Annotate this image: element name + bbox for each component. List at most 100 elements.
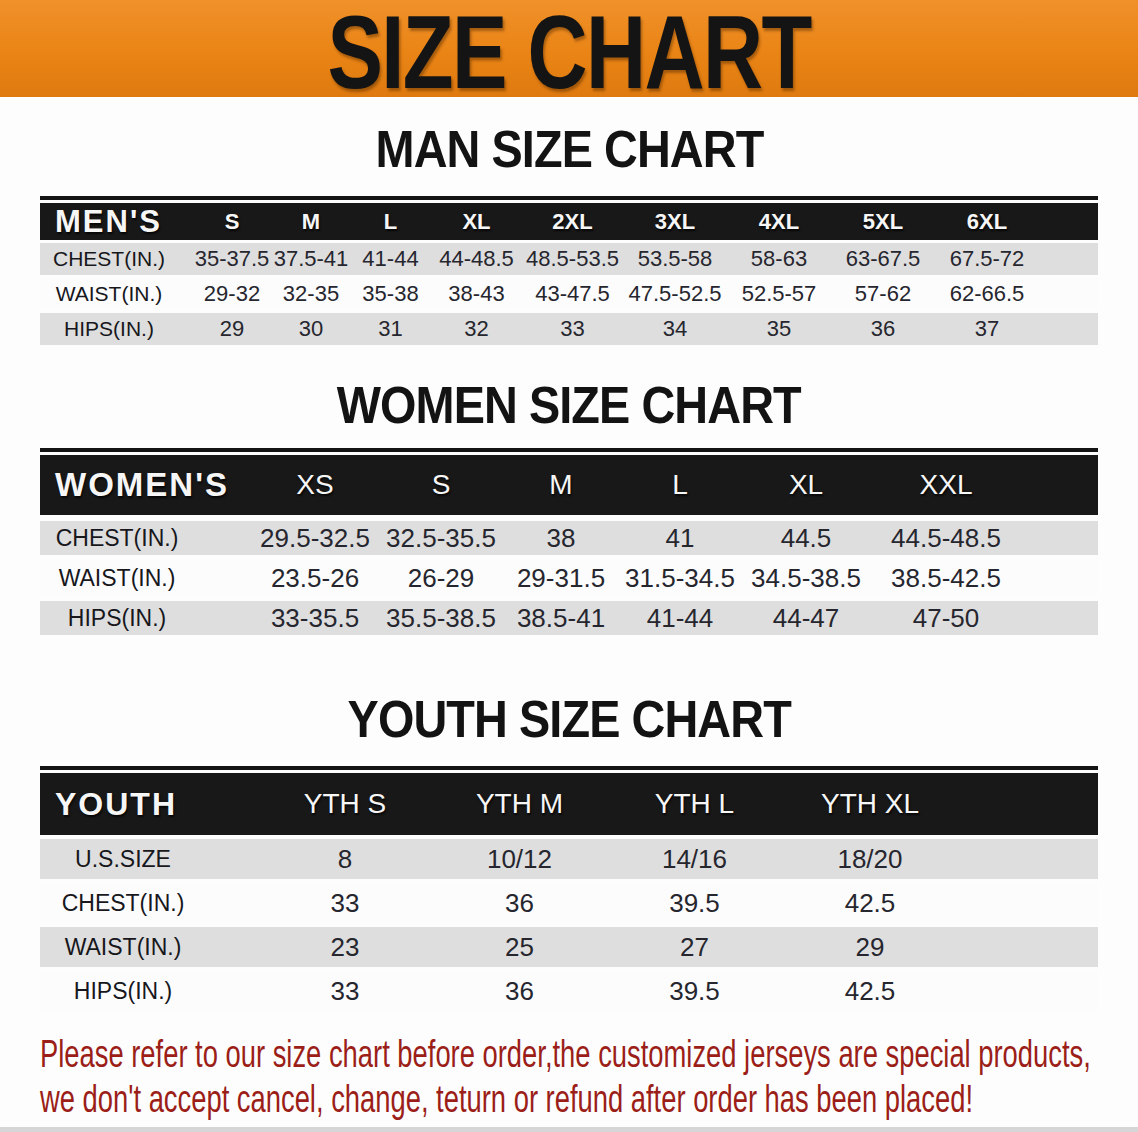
size-value: 44.5-48.5: [872, 523, 1020, 554]
size-column-header: 2XL: [522, 209, 623, 235]
size-column-header: XXL: [872, 469, 1020, 501]
table-header-row: WOMEN'SXSSMLXLXXL: [40, 455, 1098, 515]
table-top-border: [40, 448, 1098, 452]
size-value: 14/16: [607, 844, 782, 875]
size-value: 33: [522, 316, 623, 342]
footnote: Please refer to our size chart before or…: [40, 1032, 1138, 1122]
size-value: 29-31.5: [502, 563, 620, 594]
size-value: 26-29: [380, 563, 502, 594]
size-column-header: XS: [250, 469, 380, 501]
size-value: 29: [192, 316, 272, 342]
footnote-line-2: we don't accept cancel, change, teturn o…: [40, 1077, 831, 1122]
size-value: 35: [727, 316, 831, 342]
size-value: 34.5-38.5: [740, 563, 872, 594]
size-value: 63-67.5: [831, 246, 935, 272]
size-column-header: L: [620, 469, 740, 501]
man-section-title-text: MAN SIZE CHART: [375, 122, 763, 176]
size-value: 37: [935, 316, 1039, 342]
size-value: 38.5-42.5: [872, 563, 1020, 594]
men-size-table: MEN'SSMLXL2XL3XL4XL5XL6XLCHEST(IN.)35-37…: [40, 196, 1098, 345]
size-value: 41: [620, 523, 740, 554]
size-column-header: YTH L: [607, 788, 782, 820]
group-label: WOMEN'S: [40, 466, 250, 504]
measurement-row: HIPS(IN.)293031323334353637: [40, 313, 1098, 345]
measurement-row: WAIST(IN.)29-3232-3535-3838-4343-47.547.…: [40, 278, 1098, 310]
table-header-row: MEN'SSMLXL2XL3XL4XL5XL6XL: [40, 203, 1098, 240]
size-value: 39.5: [607, 888, 782, 919]
size-value: 35-38: [350, 281, 431, 307]
size-column-header: YTH XL: [782, 788, 958, 820]
man-section-title: MAN SIZE CHART: [0, 122, 1138, 176]
women-size-table: WOMEN'SXSSMLXLXXLCHEST(IN.)29.5-32.532.5…: [40, 448, 1098, 635]
size-value: 35-37.5: [192, 246, 272, 272]
size-value: 31: [350, 316, 431, 342]
row-label: WAIST(IN.): [40, 565, 250, 592]
size-value: 52.5-57: [727, 281, 831, 307]
group-label: MEN'S: [40, 204, 192, 240]
size-value: 25: [432, 932, 607, 963]
size-column-header: YTH S: [258, 788, 432, 820]
size-value: 33: [258, 976, 432, 1007]
size-value: 38-43: [431, 281, 522, 307]
size-value: 36: [432, 976, 607, 1007]
size-value: 43-47.5: [522, 281, 623, 307]
row-label: WAIST(IN.): [40, 934, 258, 961]
size-value: 29: [782, 932, 958, 963]
size-value: 18/20: [782, 844, 958, 875]
row-label: HIPS(IN.): [40, 978, 258, 1005]
size-value: 48.5-53.5: [522, 246, 623, 272]
measurement-row: WAIST(IN.)23.5-2626-2929-31.531.5-34.534…: [40, 561, 1098, 595]
size-value: 47.5-52.5: [623, 281, 727, 307]
size-value: 39.5: [607, 976, 782, 1007]
size-value: 41-44: [350, 246, 431, 272]
size-value: 32-35: [272, 281, 350, 307]
size-value: 42.5: [782, 888, 958, 919]
size-chart-banner: SIZE CHART: [0, 0, 1138, 97]
row-label: CHEST(IN.): [40, 525, 250, 552]
size-value: 44.5: [740, 523, 872, 554]
size-column-header: XL: [740, 469, 872, 501]
size-value: 58-63: [727, 246, 831, 272]
size-value: 33: [258, 888, 432, 919]
size-value: 23: [258, 932, 432, 963]
size-value: 33-35.5: [250, 603, 380, 634]
row-label: HIPS(IN.): [40, 317, 192, 341]
group-label: YOUTH: [40, 786, 258, 823]
size-value: 29-32: [192, 281, 272, 307]
size-column-header: 4XL: [727, 209, 831, 235]
row-label: CHEST(IN.): [40, 247, 192, 271]
size-column-header: M: [502, 469, 620, 501]
size-value: 8: [258, 844, 432, 875]
size-value: 57-62: [831, 281, 935, 307]
youth-section-title-text: YOUTH SIZE CHART: [347, 692, 790, 746]
measurement-row: CHEST(IN.)35-37.537.5-4141-4444-48.548.5…: [40, 243, 1098, 275]
measurement-row: HIPS(IN.)333639.542.5: [40, 971, 1098, 1011]
size-column-header: 3XL: [623, 209, 727, 235]
size-value: 41-44: [620, 603, 740, 634]
size-column-header: L: [350, 209, 431, 235]
banner-title: SIZE CHART: [327, 0, 810, 104]
row-label: U.S.SIZE: [40, 846, 258, 873]
measurement-row: U.S.SIZE810/1214/1618/20: [40, 839, 1098, 879]
size-column-header: 6XL: [935, 209, 1039, 235]
size-value: 38.5-41: [502, 603, 620, 634]
size-value: 44-48.5: [431, 246, 522, 272]
size-value: 38: [502, 523, 620, 554]
table-top-border: [40, 766, 1098, 770]
size-value: 32: [431, 316, 522, 342]
size-value: 47-50: [872, 603, 1020, 634]
women-section-title-text: WOMEN SIZE CHART: [337, 378, 801, 432]
size-value: 31.5-34.5: [620, 563, 740, 594]
measurement-row: WAIST(IN.)23252729: [40, 927, 1098, 967]
measurement-row: CHEST(IN.)333639.542.5: [40, 883, 1098, 923]
bottom-border: [0, 1127, 1138, 1132]
size-value: 30: [272, 316, 350, 342]
youth-size-table: YOUTHYTH SYTH MYTH LYTH XLU.S.SIZE810/12…: [40, 766, 1098, 1011]
table-header-row: YOUTHYTH SYTH MYTH LYTH XL: [40, 773, 1098, 835]
size-column-header: XL: [431, 209, 522, 235]
women-section-title: WOMEN SIZE CHART: [0, 378, 1138, 432]
size-value: 67.5-72: [935, 246, 1039, 272]
measurement-row: HIPS(IN.)33-35.535.5-38.538.5-4141-4444-…: [40, 601, 1098, 635]
size-value: 34: [623, 316, 727, 342]
youth-section-title: YOUTH SIZE CHART: [0, 692, 1138, 746]
